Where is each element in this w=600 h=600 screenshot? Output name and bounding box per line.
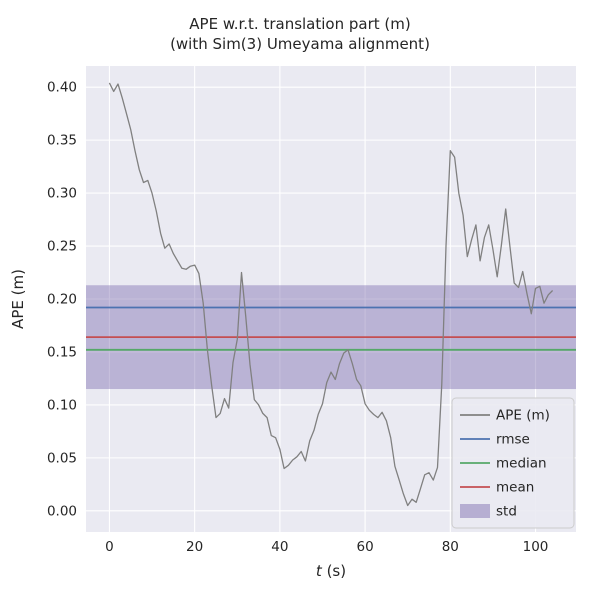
x-tick-label: 20 [186, 539, 203, 555]
x-tick-label: 100 [523, 539, 549, 555]
legend-label-mean: mean [496, 480, 534, 496]
y-tick-label: 0.20 [47, 292, 77, 308]
legend-label-median: median [496, 456, 547, 472]
x-tick-label: 80 [442, 539, 459, 555]
chart-title-line1: APE w.r.t. translation part (m) [189, 15, 410, 33]
y-tick-label: 0.05 [47, 450, 77, 466]
plot-layer: 0 20 40 60 80 100 0.00 0.05 0.10 0.15 0.20 0.25 0.30… [47, 66, 576, 555]
y-axis-label: APE (m) [9, 269, 27, 329]
x-axis-label-variable: t [316, 562, 323, 580]
legend-box [451, 397, 575, 529]
legend-label-std: std [496, 504, 517, 520]
chart-title-line2: (with Sim(3) Umeyama alignment) [170, 35, 430, 53]
x-tick-label: 40 [271, 539, 288, 555]
y-tick-label: 0.10 [47, 397, 77, 413]
y-tick-label: 0.35 [47, 133, 77, 149]
legend-swatch-std [460, 504, 490, 518]
x-tick-label: 0 [105, 539, 114, 555]
x-axis-label: t (s) [316, 562, 346, 580]
x-tick-label: 60 [356, 539, 373, 555]
legend-label-rmse: rmse [496, 432, 530, 448]
y-tick-label: 0.00 [47, 503, 77, 519]
ape-series-line [108, 82, 554, 507]
y-tick-label: 0.25 [47, 239, 77, 255]
y-tick-label: 0.30 [47, 186, 77, 202]
y-tick-label: 0.15 [47, 344, 77, 360]
x-axis-label-unit: (s) [322, 562, 346, 580]
legend-label-ape: APE (m) [496, 408, 550, 424]
y-tick-label: 0.40 [47, 80, 77, 96]
